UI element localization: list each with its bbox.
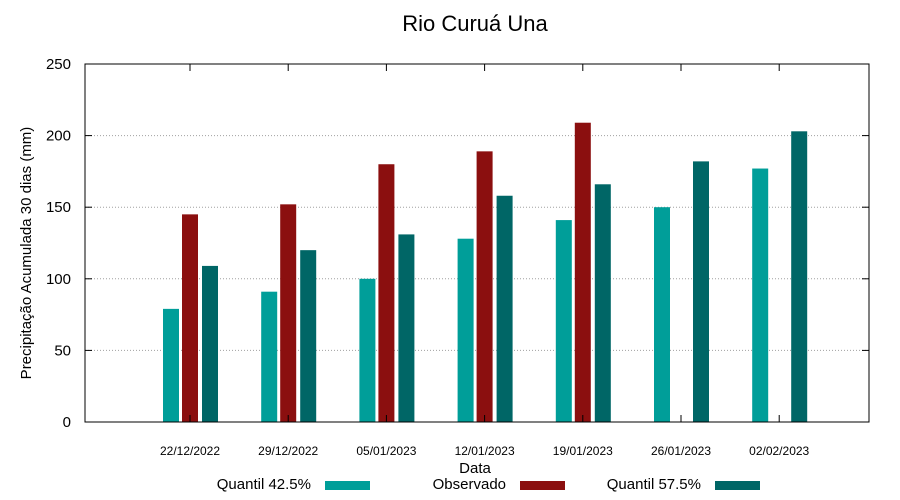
x-tick-label: 05/01/2023: [356, 444, 416, 458]
bar: [202, 265, 218, 422]
bar: [791, 131, 808, 422]
x-tick-label: 12/01/2023: [455, 444, 515, 458]
legend-label: Observado: [433, 476, 506, 493]
bar: [574, 122, 591, 422]
bar: [752, 168, 769, 422]
x-axis-label: Data: [459, 460, 491, 477]
bar: [594, 184, 611, 422]
bar: [654, 207, 670, 422]
x-tick-label: 19/01/2023: [553, 444, 613, 458]
x-tick-label: 02/02/2023: [749, 444, 809, 458]
x-axis-ticks: 22/12/2022 29/12/2022 05/01/2023 12/01/2023…: [160, 64, 810, 458]
y-tick-label: 200: [46, 128, 71, 145]
legend-label: Quantil 42.5%: [217, 476, 311, 493]
bar: [693, 161, 709, 422]
bar: [555, 220, 572, 422]
legend-swatch: [325, 481, 370, 490]
bar: [457, 238, 474, 422]
legend-swatch: [715, 481, 760, 490]
y-tick-label: 50: [54, 342, 71, 359]
plot-frame: [84, 63, 870, 423]
bar: [163, 308, 179, 422]
bar: [261, 291, 278, 422]
y-tick-label: 150: [46, 199, 71, 216]
bar: [359, 278, 376, 422]
chart-title: Rio Curuá Una: [402, 11, 548, 36]
bar: [378, 164, 395, 423]
y-tick-label: 100: [46, 271, 71, 288]
y-tick-label: 250: [46, 56, 71, 73]
bar: [398, 234, 415, 422]
y-axis-label: Precipitação Acumulada 30 dias (mm): [18, 127, 35, 380]
bar: [280, 204, 297, 422]
bars: [163, 122, 808, 423]
x-tick-label: 22/12/2022: [160, 444, 220, 458]
legend-label: Quantil 57.5%: [607, 476, 701, 493]
bar: [496, 195, 513, 422]
bar: [182, 214, 198, 422]
legend: Quantil 42.5% Observado Quantil 57.5%: [217, 476, 760, 493]
x-tick-label: 26/01/2023: [651, 444, 711, 458]
y-tick-label: 0: [63, 414, 71, 431]
bar: [476, 151, 493, 423]
x-tick-label: 29/12/2022: [258, 444, 318, 458]
y-axis-ticks: 0 50 100 150 200 250: [46, 56, 869, 431]
bar: [300, 250, 317, 422]
legend-swatch: [520, 481, 565, 490]
